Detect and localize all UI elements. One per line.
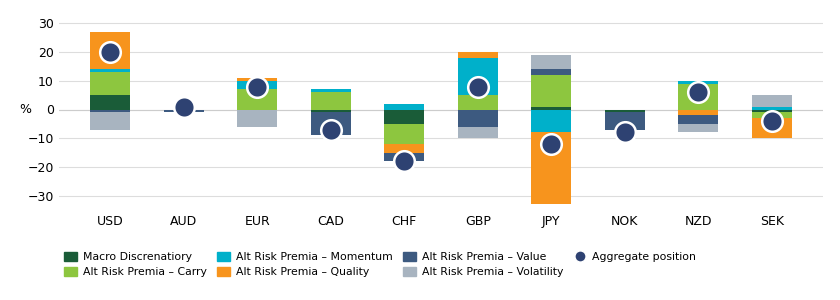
Point [324, 127, 338, 132]
Bar [458, 95, 498, 109]
Point [177, 104, 191, 109]
Bar [752, 112, 792, 118]
Bar [678, 84, 718, 110]
Point [618, 130, 632, 135]
Bar [311, 92, 351, 110]
Bar [384, 153, 424, 161]
Bar [384, 110, 424, 124]
Point [397, 159, 411, 164]
Legend: Macro Discrenatiory, Alt Risk Premia – Carry, Alt Risk Premia – Momentum, Alt Ri: Macro Discrenatiory, Alt Risk Premia – C… [64, 252, 696, 278]
Bar [90, 72, 130, 95]
Point [544, 142, 558, 146]
Y-axis label: %: % [18, 103, 31, 116]
Bar [384, 144, 424, 153]
Bar [311, 112, 351, 135]
Bar [90, 32, 130, 69]
Bar [678, 110, 718, 115]
Bar [311, 110, 351, 112]
Bar [90, 95, 130, 109]
Bar [752, 110, 792, 112]
Bar [90, 69, 130, 72]
Bar [531, 75, 571, 106]
Bar [605, 110, 645, 112]
Bar [458, 127, 498, 138]
Bar [458, 52, 498, 58]
Bar [458, 58, 498, 95]
Bar [531, 55, 571, 69]
Point [250, 84, 264, 89]
Bar [531, 133, 571, 204]
Point [103, 50, 117, 55]
Bar [90, 112, 130, 130]
Point [765, 118, 779, 123]
Bar [678, 124, 718, 133]
Bar [311, 89, 351, 92]
Bar [237, 89, 277, 110]
Point [691, 90, 705, 95]
Bar [752, 95, 792, 106]
Bar [90, 110, 130, 112]
Bar [237, 78, 277, 81]
Bar [678, 81, 718, 84]
Bar [531, 110, 571, 133]
Bar [458, 110, 498, 127]
Bar [237, 110, 277, 127]
Bar [531, 106, 571, 110]
Point [471, 84, 485, 89]
Bar [752, 106, 792, 110]
Bar [752, 118, 792, 138]
Bar [678, 115, 718, 124]
Bar [384, 124, 424, 144]
Bar [384, 104, 424, 110]
Bar [531, 69, 571, 75]
Bar [605, 112, 645, 130]
Bar [237, 81, 277, 89]
Bar [164, 110, 204, 112]
